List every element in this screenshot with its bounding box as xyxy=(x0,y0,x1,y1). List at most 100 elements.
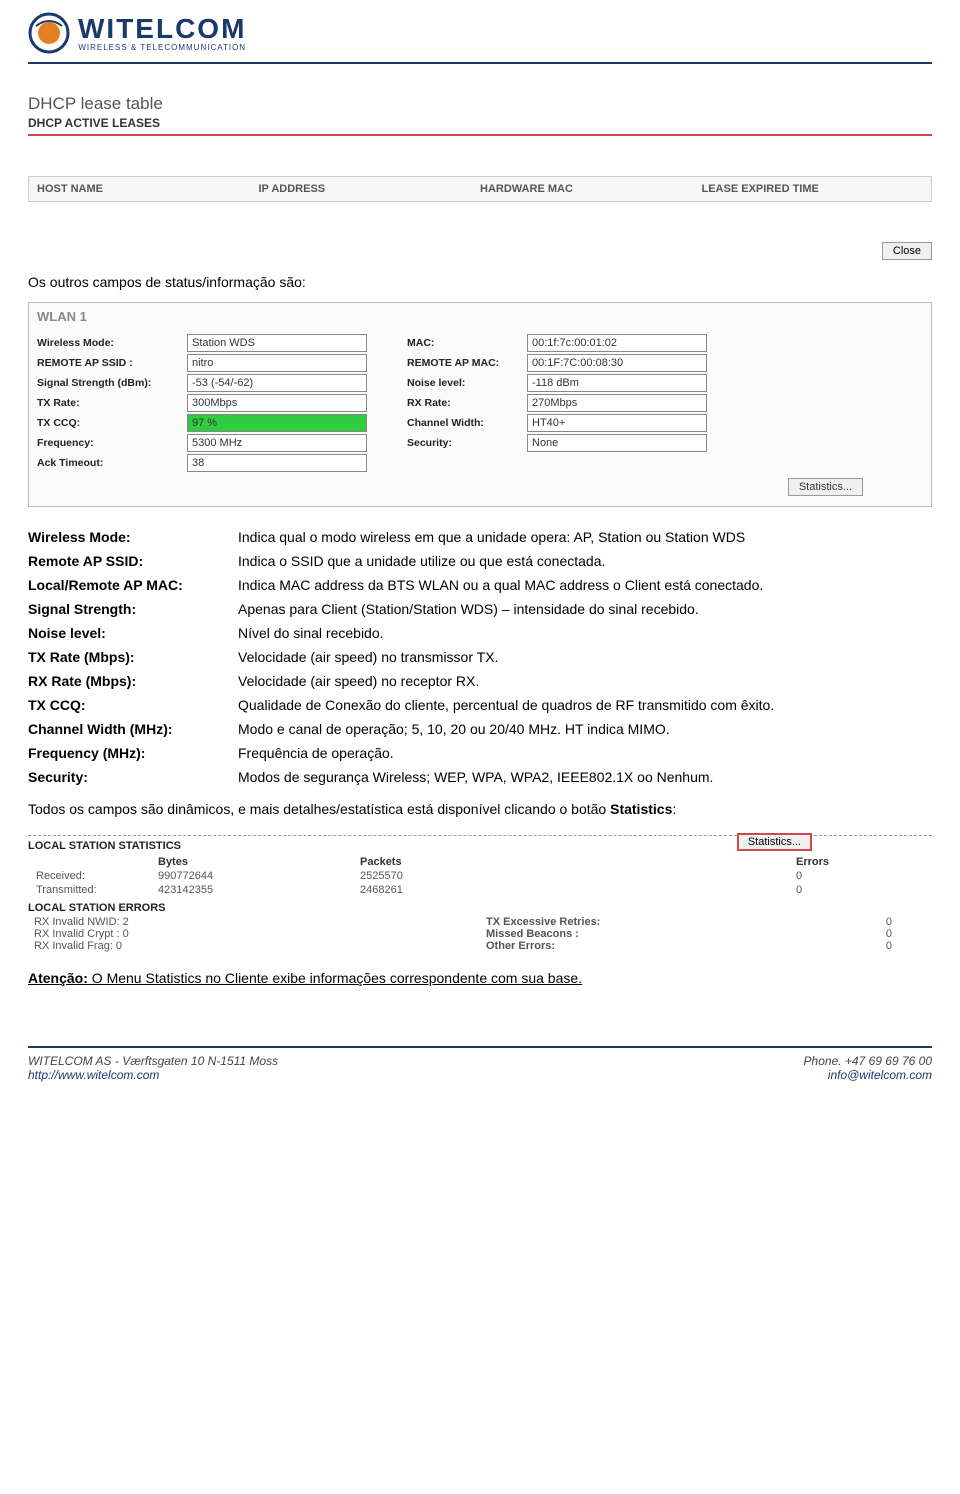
wlan-rxr-value: 270Mbps xyxy=(527,394,707,412)
errors-left: RX Invalid NWID: 2 RX Invalid Crypt : 0 … xyxy=(28,916,480,952)
def-desc: Modos de segurança Wireless; WEP, WPA, W… xyxy=(238,769,932,785)
err-r2-v: 0 xyxy=(886,940,892,952)
def-term: Local/Remote AP MAC: xyxy=(28,577,238,593)
definitions-list: Wireless Mode:Indica qual o modo wireles… xyxy=(28,529,932,785)
wlan-sec-label: Security: xyxy=(407,437,527,449)
def-term: Signal Strength: xyxy=(28,601,238,617)
def-term: Remote AP SSID: xyxy=(28,553,238,569)
lease-table-header: HOST NAME IP ADDRESS HARDWARE MAC LEASE … xyxy=(28,176,932,202)
def-term: TX CCQ: xyxy=(28,697,238,713)
wlan-txr-label: TX Rate: xyxy=(37,397,187,409)
footer-address: WITELCOM AS - Værftsgaten 10 N-1511 Moss xyxy=(28,1054,278,1068)
wlan-sec-value: None xyxy=(527,434,707,452)
summary-b: Statistics xyxy=(610,801,672,817)
err-left-0: RX Invalid NWID: 2 xyxy=(28,916,480,928)
lease-col-ip: IP ADDRESS xyxy=(259,183,481,195)
def-term: TX Rate (Mbps): xyxy=(28,649,238,665)
wlan-ssid-value: nitro xyxy=(187,354,367,372)
def-desc: Frequência de operação. xyxy=(238,745,932,761)
stats-section2-title: LOCAL STATION ERRORS xyxy=(28,902,932,914)
lease-col-lease: LEASE EXPIRED TIME xyxy=(702,183,924,195)
logo-main-text: WITELCOM xyxy=(78,15,246,43)
err-left-2: RX Invalid Frag: 0 xyxy=(28,940,480,952)
stats-r1c2: 990772644 xyxy=(152,870,352,882)
footer-email[interactable]: info@witelcom.com xyxy=(828,1068,932,1082)
lease-col-host: HOST NAME xyxy=(37,183,259,195)
dhcp-subtitle: DHCP ACTIVE LEASES xyxy=(28,116,932,130)
close-button[interactable]: Close xyxy=(882,242,932,260)
footer-url[interactable]: http://www.witelcom.com xyxy=(28,1068,159,1082)
def-term: Noise level: xyxy=(28,625,238,641)
wlan-ack-label: Ack Timeout: xyxy=(37,457,187,469)
err-r0-v: 0 xyxy=(886,916,892,928)
logo-sub-text: WIRELESS & TELECOMMUNICATION xyxy=(78,43,246,52)
header-divider xyxy=(28,62,932,64)
wlan-cw-value: HT40+ xyxy=(527,414,707,432)
wlan-title: WLAN 1 xyxy=(37,309,923,324)
statistics-button-highlighted[interactable]: Statistics... xyxy=(737,833,812,851)
err-r0-l: TX Excessive Retries: xyxy=(486,916,600,928)
lease-col-mac: HARDWARE MAC xyxy=(480,183,702,195)
wlan-mac-value: 00:1f:7c:00:01:02 xyxy=(527,334,707,352)
footer-phone: Phone. +47 69 69 76 00 xyxy=(804,1054,932,1068)
attention-text: O Menu Statistics no Cliente exibe infor… xyxy=(88,970,582,986)
wlan-rmac-label: REMOTE AP MAC: xyxy=(407,357,527,369)
err-r2-l: Other Errors: xyxy=(486,940,555,952)
def-desc: Indica qual o modo wireless em que a uni… xyxy=(238,529,932,545)
def-desc: Qualidade de Conexão do cliente, percent… xyxy=(238,697,932,713)
stats-r2c4: 0 xyxy=(790,884,930,896)
attention-label: Atenção: xyxy=(28,970,88,986)
wlan-txr-value: 300Mbps xyxy=(187,394,367,412)
table-row: Received: 990772644 2525570 0 xyxy=(30,870,930,882)
stats-r1c1: Received: xyxy=(30,870,150,882)
dhcp-title: DHCP lease table xyxy=(28,94,932,114)
stats-r1c3: 2525570 xyxy=(354,870,788,882)
def-desc: Nível do sinal recebido. xyxy=(238,625,932,641)
stats-h1 xyxy=(30,856,150,868)
wlan-noise-label: Noise level: xyxy=(407,377,527,389)
wlan-ccq-label: TX CCQ: xyxy=(37,417,187,429)
stats-r2c3: 2468261 xyxy=(354,884,788,896)
def-desc: Indica o SSID que a unidade utilize ou q… xyxy=(238,553,932,569)
wlan-mode-label: Wireless Mode: xyxy=(37,337,187,349)
def-term: Security: xyxy=(28,769,238,785)
statistics-button[interactable]: Statistics... xyxy=(788,478,863,496)
wlan-mode-value: Station WDS xyxy=(187,334,367,352)
err-left-1: RX Invalid Crypt : 0 xyxy=(28,928,480,940)
table-row: Transmitted: 423142355 2468261 0 xyxy=(30,884,930,896)
def-term: Channel Width (MHz): xyxy=(28,721,238,737)
def-desc: Velocidade (air speed) no receptor RX. xyxy=(238,673,932,689)
wlan-cw-label: Channel Width: xyxy=(407,417,527,429)
wlan-ack-value: 38 xyxy=(187,454,367,472)
def-term: RX Rate (Mbps): xyxy=(28,673,238,689)
wlan-ssid-label: REMOTE AP SSID : xyxy=(37,357,187,369)
def-desc: Apenas para Client (Station/Station WDS)… xyxy=(238,601,932,617)
dhcp-divider xyxy=(28,134,932,136)
wlan-ccq-value: 97 % xyxy=(187,414,367,432)
wlan-rmac-value: 00:1F:7C:00:08:30 xyxy=(527,354,707,372)
stats-h4: Errors xyxy=(790,856,930,868)
stats-h2: Bytes xyxy=(152,856,352,868)
summary-c: : xyxy=(672,801,676,817)
wlan-noise-value: -118 dBm xyxy=(527,374,707,392)
err-r1-l: Missed Beacons : xyxy=(486,928,579,940)
wlan-sig-label: Signal Strength (dBm): xyxy=(37,377,187,389)
attention-note: Atenção: O Menu Statistics no Cliente ex… xyxy=(28,970,932,986)
stats-r2c1: Transmitted: xyxy=(30,884,150,896)
statistics-panel: Statistics... LOCAL STATION STATISTICS B… xyxy=(28,835,932,952)
page-footer: WITELCOM AS - Værftsgaten 10 N-1511 Moss… xyxy=(28,1046,932,1082)
summary-a: Todos os campos são dinâmicos, e mais de… xyxy=(28,801,610,817)
def-term: Wireless Mode: xyxy=(28,529,238,545)
wlan-frq-label: Frequency: xyxy=(37,437,187,449)
def-desc: Modo e canal de operação; 5, 10, 20 ou 2… xyxy=(238,721,932,737)
wlan-sig-value: -53 (-54/-62) xyxy=(187,374,367,392)
stats-table: Bytes Packets Errors Received: 990772644… xyxy=(28,854,932,898)
errors-right: TX Excessive Retries: 0 Missed Beacons : 0… xyxy=(480,916,932,952)
stats-r1c4: 0 xyxy=(790,870,930,882)
def-desc: Indica MAC address da BTS WLAN ou a qual… xyxy=(238,577,932,593)
wlan-panel: WLAN 1 Wireless Mode: Station WDS MAC: 0… xyxy=(28,302,932,507)
stats-h3: Packets xyxy=(354,856,788,868)
err-r1-v: 0 xyxy=(886,928,892,940)
intro-text: Os outros campos de status/informação sã… xyxy=(28,274,932,290)
wlan-rxr-label: RX Rate: xyxy=(407,397,527,409)
